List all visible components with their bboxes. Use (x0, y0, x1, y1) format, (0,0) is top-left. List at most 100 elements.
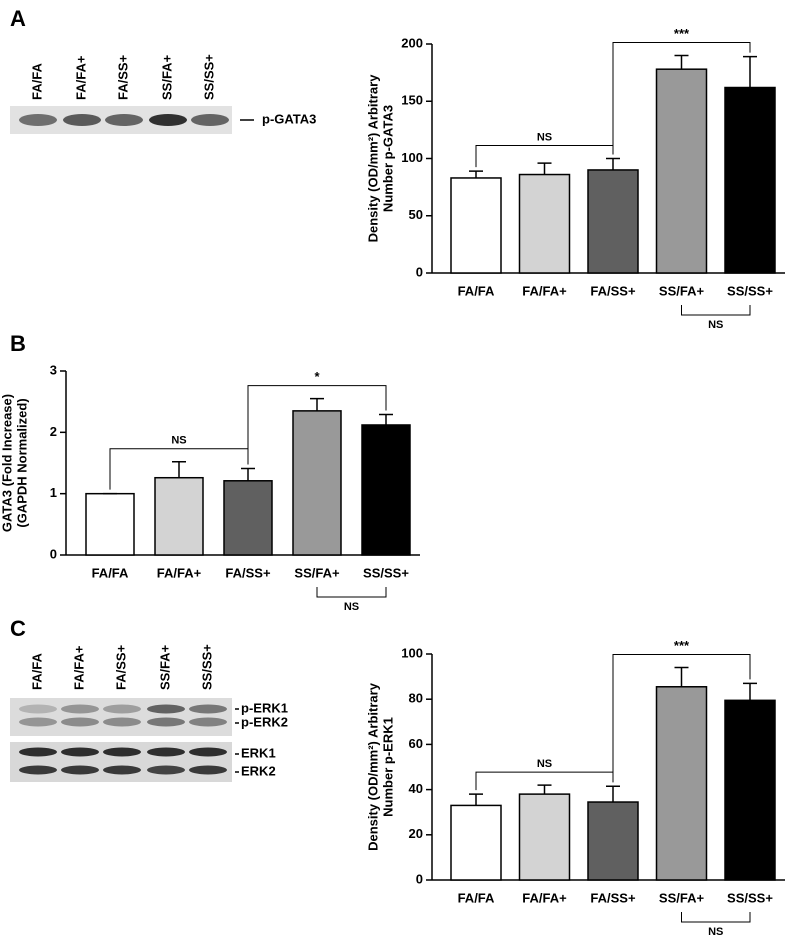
y-tick-label: 40 (409, 781, 423, 796)
bar (724, 699, 776, 881)
significance-bracket (681, 912, 751, 923)
y-tick-label: 150 (401, 93, 423, 108)
band-label: p-GATA3 (262, 111, 316, 126)
bar (518, 793, 571, 881)
bar (587, 169, 639, 274)
blot-band (61, 747, 99, 757)
y-tick-label: 200 (401, 35, 423, 50)
x-tick-label: SS/SS+ (727, 890, 773, 905)
blot-band (19, 747, 57, 757)
x-tick-label: FA/FA (458, 890, 495, 905)
bar (292, 410, 342, 556)
y-tick-label: 0 (50, 546, 57, 561)
y-axis-label: Number p-GATA3 (380, 105, 395, 212)
bar (85, 492, 135, 556)
x-tick-label: SS/SS+ (363, 565, 409, 580)
lane-label: SS/SS+ (201, 54, 216, 100)
x-tick-label: FA/FA+ (522, 283, 567, 298)
band-label: p-ERK1 (241, 700, 288, 715)
significance-bracket (247, 385, 387, 465)
bar (223, 480, 273, 556)
x-tick-label: SS/FA+ (659, 283, 705, 298)
blot-band (147, 765, 185, 775)
panel-letter: A (10, 6, 26, 31)
error-bar (674, 666, 689, 687)
significance-label: NS (171, 435, 186, 447)
blot-band (63, 114, 101, 126)
significance-bracket (612, 654, 751, 783)
blot-band (189, 704, 227, 714)
error-bar (674, 54, 689, 70)
blot-band (103, 747, 141, 757)
x-tick-label: FA/SS+ (590, 283, 636, 298)
blot-band (61, 717, 99, 727)
blot-band (19, 114, 57, 126)
y-tick-label: 3 (50, 362, 57, 377)
error-bar (379, 413, 393, 425)
blot-band (19, 765, 57, 775)
bar (655, 686, 708, 881)
lane-label: SS/FA+ (159, 54, 174, 100)
lane-label: FA/SS+ (115, 54, 130, 100)
x-tick-label: SS/FA+ (659, 890, 705, 905)
error-bar (537, 162, 552, 175)
error-bar (606, 157, 620, 170)
band-label: ERK1 (241, 745, 276, 760)
bar (450, 177, 502, 274)
significance-label: *** (674, 26, 690, 41)
y-axis-label: Density (OD/mm²) Arbitrary (365, 682, 380, 851)
lane-label: FA/FA (29, 653, 44, 690)
x-tick-label: SS/FA+ (294, 565, 340, 580)
significance-label: NS (708, 319, 723, 331)
y-axis-label: GATA3 (Fold Increase) (0, 394, 14, 532)
y-tick-label: 100 (401, 645, 423, 660)
error-bar (172, 461, 186, 478)
panel-letter: C (10, 616, 26, 641)
blot-band (147, 717, 185, 727)
y-tick-label: 20 (409, 826, 423, 841)
x-tick-label: FA/SS+ (225, 565, 271, 580)
y-axis-label: Density (OD/mm²) Arbitrary (365, 74, 380, 243)
lane-label: FA/SS+ (113, 644, 128, 690)
bar (518, 173, 571, 274)
significance-label: NS (537, 131, 552, 143)
error-bar (606, 785, 620, 803)
x-tick-label: FA/FA+ (157, 565, 202, 580)
error-bar (743, 682, 757, 701)
y-tick-label: 0 (416, 264, 423, 279)
x-tick-label: FA/SS+ (590, 890, 636, 905)
y-tick-label: 50 (409, 207, 423, 222)
lane-label: FA/FA+ (73, 55, 88, 100)
significance-bracket (612, 41, 751, 155)
error-bar (537, 784, 552, 795)
blot-band (103, 704, 141, 714)
bar (450, 804, 502, 881)
error-bar (310, 397, 324, 411)
blot-band (61, 704, 99, 714)
bar (655, 68, 708, 274)
bar (587, 801, 639, 881)
band-label: ERK2 (241, 763, 276, 778)
y-tick-label: 60 (409, 736, 423, 751)
blot-band (103, 717, 141, 727)
bar (154, 476, 204, 556)
significance-label: NS (344, 601, 359, 613)
significance-bracket (316, 587, 387, 598)
blot-band (103, 765, 141, 775)
blot-band (147, 747, 185, 757)
x-tick-label: FA/FA (92, 565, 129, 580)
band-label: p-ERK2 (241, 714, 288, 729)
blot-band (189, 765, 227, 775)
lane-label: SS/FA+ (157, 644, 172, 690)
blot-band (61, 765, 99, 775)
blot-band (147, 704, 185, 714)
blot-band (149, 114, 187, 126)
y-axis-label: Number p-ERK1 (380, 717, 395, 817)
bar (361, 424, 411, 556)
lane-label: FA/FA+ (71, 645, 86, 690)
significance-label: NS (708, 926, 723, 938)
x-tick-label: SS/SS+ (727, 283, 773, 298)
y-tick-label: 80 (409, 691, 423, 706)
